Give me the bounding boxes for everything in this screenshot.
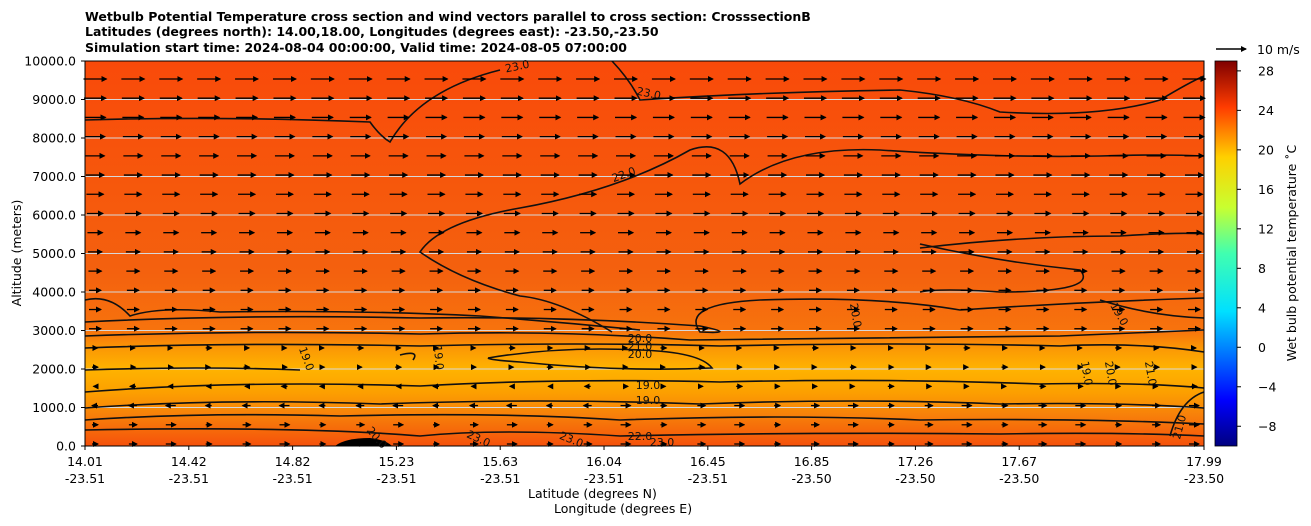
contour-label: 23.0 — [650, 436, 675, 449]
x-tick-label-lat: 17.67 — [1001, 454, 1037, 469]
x-tick-label-lat: 16.04 — [586, 454, 622, 469]
y-tick-label: 1000.0 — [32, 400, 76, 415]
y-tick-label: 6000.0 — [32, 208, 76, 223]
y-axis-label: Altitude (meters) — [9, 200, 24, 307]
x-tick-label-lat: 14.01 — [67, 454, 103, 469]
contour-label: 21.0 — [628, 340, 653, 353]
colorbar-label: Wet bulb potential temperature ˚C — [1284, 144, 1299, 361]
contour-label: 19.0 — [636, 379, 661, 392]
y-tick-label: 3000.0 — [32, 323, 76, 338]
colorbar-tick-label: 8 — [1258, 261, 1266, 276]
contour-line — [1169, 391, 1205, 437]
contour-line — [84, 428, 1205, 437]
contour-line — [1099, 299, 1205, 319]
contour-line — [84, 329, 1205, 341]
x-axis-label-lat: Latitude (degrees N) — [528, 486, 657, 501]
quiver-key-label: 10 m/s — [1257, 42, 1300, 57]
contour-line — [84, 348, 714, 371]
contour-label: 20.0 — [628, 348, 653, 361]
x-tick-label-lat: 17.99 — [1186, 454, 1222, 469]
contour-line — [84, 297, 641, 331]
x-tick-label-lon: -23.50 — [1184, 471, 1224, 486]
y-tick-label: 9000.0 — [32, 92, 76, 107]
x-tick-label-lon: -23.51 — [272, 471, 312, 486]
colorbar-tick-label: −4 — [1258, 379, 1276, 394]
contour-label: 20.0 — [628, 332, 653, 345]
colorbar-tick-label: −8 — [1258, 419, 1276, 434]
chart-title-line-2: Latitudes (degrees north): 14.00,18.00, … — [85, 24, 659, 39]
contour-label: 21.0 — [1170, 414, 1189, 441]
chart-title-line-3: Simulation start time: 2024-08-04 00:00:… — [85, 40, 627, 55]
x-tick-label-lon: -23.50 — [895, 471, 935, 486]
colorbar-tick-label: 20 — [1258, 142, 1274, 157]
x-tick-label-lon: -23.51 — [376, 471, 416, 486]
x-tick-label-lat: 16.45 — [690, 454, 726, 469]
x-tick-label-lat: 17.26 — [898, 454, 934, 469]
wind-vectors — [83, 76, 1207, 447]
colorbar-tick-label: 24 — [1258, 103, 1274, 118]
x-tick-label-lat: 15.23 — [379, 454, 415, 469]
x-tick-label-lon: -23.50 — [791, 471, 831, 486]
colorbar-ticks: 28 24 20 16 12 8 4 0 −4 −8 — [1237, 63, 1276, 434]
x-tick-label-lon: -23.51 — [688, 471, 728, 486]
y-tick-label: 7000.0 — [32, 169, 76, 184]
x-tick-label-lon: -23.51 — [169, 471, 209, 486]
contour-label: 19.0 — [431, 345, 446, 371]
x-tick-label-lat: 14.82 — [275, 454, 311, 469]
y-tick-label: 2000.0 — [32, 362, 76, 377]
colorbar-tick-label: 16 — [1258, 182, 1274, 197]
contour-label: 19.0 — [636, 394, 661, 407]
y-tick-label: 8000.0 — [32, 131, 76, 146]
contour-line — [919, 243, 1085, 293]
contour-line — [919, 232, 1205, 249]
contour-label: 23.0 — [504, 58, 531, 76]
y-tick-label: 0.0 — [56, 439, 76, 454]
y-tick-label: 10000.0 — [24, 54, 76, 69]
contour-line — [84, 343, 1205, 353]
colorbar-tick-label: 4 — [1258, 300, 1266, 315]
x-tick-label-lon: -23.51 — [65, 471, 105, 486]
contour-line — [84, 400, 1205, 409]
colorbar-tick-label: 12 — [1258, 221, 1274, 236]
x-tick-label-lon: -23.51 — [584, 471, 624, 486]
y-tick-label: 5000.0 — [32, 246, 76, 261]
x-tick-label-lat: 14.42 — [171, 454, 207, 469]
colorbar-tick-label: 28 — [1258, 63, 1274, 78]
colorbar-tick-label: 0 — [1258, 340, 1266, 355]
chart-title-line-1: Wetbulb Potential Temperature cross sect… — [85, 9, 811, 24]
contour-line — [84, 60, 1205, 144]
y-tick-label: 4000.0 — [32, 285, 76, 300]
contour-label: 22.0 — [628, 430, 653, 443]
x-tick-label-lat: 16.85 — [794, 454, 830, 469]
plot-frame — [84, 60, 1205, 447]
contour-line — [84, 413, 1205, 425]
x-tick-label-lon: -23.51 — [480, 471, 520, 486]
x-tick-label-lon: -23.50 — [999, 471, 1039, 486]
colorbar — [1214, 60, 1238, 447]
x-axis-label-lon: Longitude (degrees E) — [554, 501, 693, 516]
axes: 0.0 1000.0 2000.0 3000.0 4000.0 5000.0 6000.0 7… — [24, 54, 1224, 487]
x-tick-label-lat: 15.63 — [482, 454, 518, 469]
